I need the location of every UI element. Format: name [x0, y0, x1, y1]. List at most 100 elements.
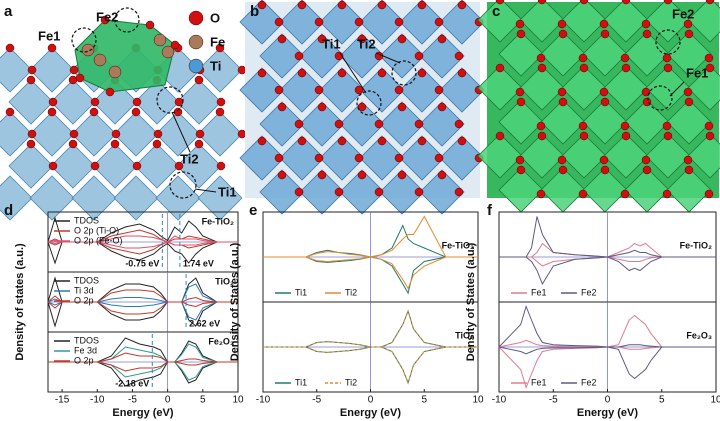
atom — [257, 136, 267, 146]
atom — [294, 187, 304, 197]
atom — [377, 0, 387, 10]
atom — [704, 121, 714, 131]
atom — [257, 0, 267, 10]
band-edge-label: 2.62 eV — [189, 318, 220, 328]
octahedron — [259, 101, 305, 147]
atom — [334, 187, 344, 197]
atom — [620, 189, 630, 199]
dos-curve — [263, 346, 478, 385]
atom — [515, 19, 525, 29]
x-tick-label: -5 — [128, 395, 137, 406]
atom — [174, 97, 184, 107]
atom — [394, 153, 404, 163]
atom — [237, 65, 247, 75]
subplot-label: TiO₂ — [455, 331, 474, 341]
atom — [317, 102, 327, 112]
atom — [357, 102, 367, 112]
atom — [90, 161, 100, 171]
octahedron — [29, 47, 75, 93]
atom — [454, 51, 464, 61]
atom — [277, 170, 287, 180]
atom — [516, 97, 526, 107]
subplot-label: Fe-TiO₂ — [680, 241, 712, 251]
dos-curve — [263, 215, 478, 258]
atom — [621, 131, 631, 141]
atom — [457, 0, 467, 10]
atom — [537, 0, 547, 5]
atom — [377, 136, 387, 146]
atom — [216, 161, 226, 171]
octahedron — [645, 0, 691, 43]
site-marker — [647, 85, 673, 111]
atom — [216, 97, 226, 107]
atom — [357, 170, 367, 180]
atom — [417, 0, 427, 10]
x-tick-label: 0 — [165, 395, 171, 406]
x-tick-label: -5 — [549, 395, 558, 406]
atom — [108, 65, 122, 79]
atom — [354, 17, 364, 27]
octahedron — [0, 175, 33, 221]
atom — [277, 34, 287, 44]
atom — [314, 85, 324, 95]
pointer — [194, 188, 217, 193]
atom — [357, 34, 367, 44]
dos-curve — [499, 216, 716, 258]
site-label: Fe1 — [38, 28, 60, 43]
atom — [578, 189, 588, 199]
atom — [297, 68, 307, 78]
atom — [516, 165, 526, 175]
atom — [111, 129, 121, 139]
octahedron — [519, 65, 565, 111]
octahedron — [540, 99, 586, 145]
dos-curve — [498, 304, 716, 348]
octahedron — [687, 65, 720, 111]
atom — [90, 97, 100, 107]
atom — [75, 73, 85, 83]
atom — [515, 87, 525, 97]
atom — [536, 189, 546, 199]
legend-label: Fe1 — [531, 287, 547, 297]
panel-label: f — [487, 202, 493, 219]
atom — [705, 0, 715, 5]
x-tick-label: -15 — [55, 395, 70, 406]
atom — [684, 29, 694, 39]
atom — [132, 161, 142, 171]
atom — [557, 155, 567, 165]
atom — [705, 63, 715, 73]
octahedron — [339, 101, 385, 147]
legend-label: TDOS — [74, 335, 99, 345]
octahedron — [319, 135, 365, 181]
octahedron — [561, 0, 607, 43]
atom — [317, 34, 327, 44]
atom — [683, 87, 693, 97]
octahedron — [279, 67, 325, 113]
atom — [27, 65, 37, 75]
atom — [48, 161, 58, 171]
y-axis-label: Density of states (a.u.) — [14, 243, 26, 361]
atom — [132, 97, 142, 107]
site-label: Ti2 — [180, 151, 199, 166]
atom — [437, 170, 447, 180]
atom — [174, 161, 184, 171]
octahedron — [498, 31, 544, 77]
atom — [704, 53, 714, 63]
atom — [578, 53, 588, 63]
octahedron — [299, 169, 345, 215]
octahedron — [359, 135, 405, 181]
subplot-label: Fe₂O₃ — [208, 336, 234, 346]
site-label: Fe1 — [686, 65, 708, 80]
octahedron — [259, 169, 305, 215]
octahedron — [8, 143, 54, 189]
octahedron — [239, 0, 285, 45]
site-marker — [356, 90, 382, 116]
atom — [152, 139, 162, 149]
site-marker — [156, 86, 184, 114]
atom — [145, 20, 155, 30]
legend-label: Ti2 — [345, 287, 357, 297]
x-tick-label: 0 — [368, 395, 374, 406]
atom-legend: Ti — [210, 58, 221, 73]
site-label: Fe2 — [672, 6, 694, 21]
atom — [457, 136, 467, 146]
octahedron — [279, 0, 325, 45]
